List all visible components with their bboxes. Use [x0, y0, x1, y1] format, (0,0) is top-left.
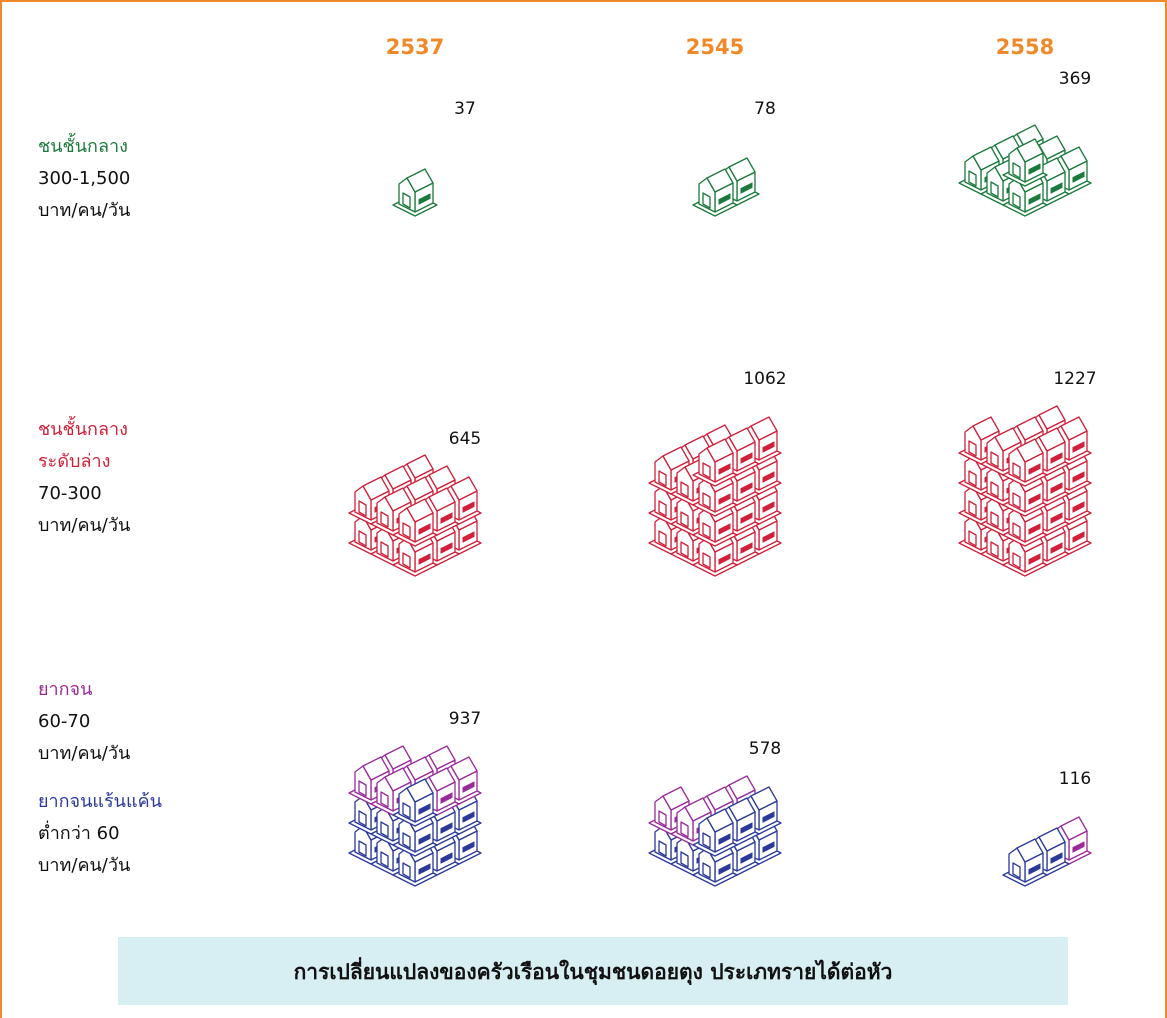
house-stack	[959, 406, 1091, 576]
row-range: 300-1,500	[38, 168, 130, 189]
row-label: ระดับล่าง	[38, 451, 110, 472]
value-label: 578	[749, 739, 781, 759]
row-unit: บาท/คน/วัน	[38, 855, 130, 876]
house-stack	[649, 776, 781, 886]
house	[393, 169, 437, 216]
year-label: 2545	[686, 35, 744, 59]
value-label: 78	[754, 99, 776, 119]
house-stack	[1003, 817, 1091, 886]
infographic: การเปลี่ยนแปลงของครัวเรือนในชุมชนดอยตุง …	[0, 0, 1167, 1018]
value-label: 1062	[743, 369, 786, 389]
row-unit: บาท/คน/วัน	[38, 743, 130, 764]
row-label: ยากจน	[38, 679, 92, 700]
chart: การเปลี่ยนแปลงของครัวเรือนในชุมชนดอยตุง …	[0, 0, 1167, 1018]
value-label: 645	[449, 429, 481, 449]
house-stack	[349, 746, 481, 886]
value-label: 116	[1059, 769, 1091, 789]
year-label: 2558	[996, 35, 1054, 59]
year-label: 2537	[386, 35, 444, 59]
house-stack	[959, 125, 1091, 216]
value-label: 937	[449, 709, 481, 729]
chart-title: การเปลี่ยนแปลงของครัวเรือนในชุมชนดอยตุง …	[294, 956, 893, 986]
house-stack	[349, 455, 481, 576]
value-label: 37	[454, 99, 476, 119]
row-range: 60-70	[38, 711, 90, 732]
house-stack	[693, 158, 759, 216]
row-label: ชนชั้นกลาง	[38, 133, 128, 157]
value-label: 1227	[1053, 369, 1096, 389]
value-label: 369	[1059, 69, 1091, 89]
row-range: 70-300	[38, 483, 102, 504]
row-unit: บาท/คน/วัน	[38, 515, 130, 536]
row-unit: บาท/คน/วัน	[38, 200, 130, 221]
row-range: ต่ำกว่า 60	[38, 820, 120, 844]
row-label: ยากจนแร้นแค้น	[38, 791, 162, 812]
house-stack	[393, 169, 437, 216]
house-stack	[649, 417, 781, 576]
row-label: ชนชั้นกลาง	[38, 416, 128, 440]
